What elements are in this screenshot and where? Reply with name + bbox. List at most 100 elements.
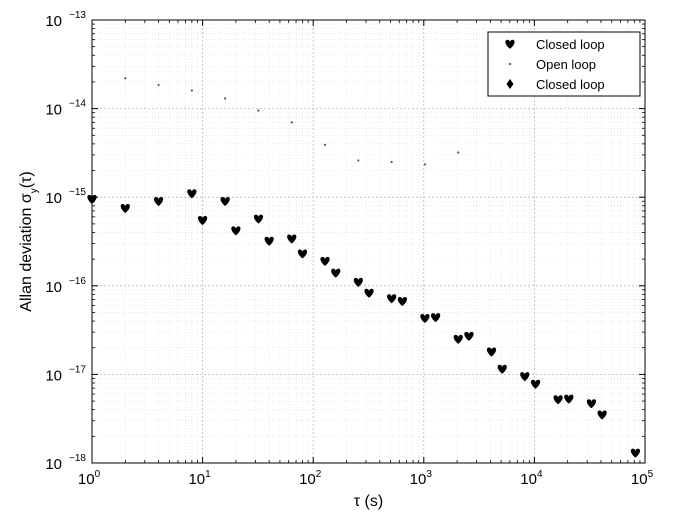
open-loop-point (323, 143, 327, 146)
series-2 (124, 77, 460, 166)
open-loop-point (257, 109, 260, 112)
data-series (87, 77, 641, 458)
x-tick-labels: 100 101 102 103 104 105 (78, 469, 654, 488)
open-loop-point (357, 159, 360, 162)
legend-label: Closed loop (536, 77, 605, 92)
y-axis-title-tail: (τ) (18, 171, 35, 188)
x-tick-label-base: 10 (410, 471, 427, 488)
closed-loop-point (387, 294, 397, 304)
open-loop-point (224, 97, 227, 100)
closed-loop-point (564, 394, 574, 404)
x-tick-label-base: 10 (188, 471, 205, 488)
x-tick-label: 104 (520, 469, 543, 488)
closed-loop-point (530, 379, 541, 389)
closed-loop-point (486, 347, 497, 357)
open-loop-point (457, 151, 460, 154)
closed-loop-point (464, 331, 474, 341)
y-tick-label-exponent: −17 (69, 364, 86, 375)
closed-loop-point (431, 313, 441, 323)
x-tick-label: 102 (299, 469, 322, 488)
x-tick-label-exponent: 1 (205, 469, 211, 480)
open-loop-point (390, 160, 393, 164)
x-axis-title: τ (s) (354, 493, 383, 510)
legend-entry: Open loop (508, 57, 596, 72)
legend-label: Open loop (536, 57, 596, 72)
y-tick-label-base: 10 (45, 456, 62, 473)
x-tick-label-base: 10 (299, 471, 316, 488)
y-axis-title-main: Allan deviation σ (18, 193, 35, 312)
x-tick-label: 101 (188, 469, 211, 488)
closed-loop-point (397, 296, 407, 306)
y-tick-label: 10 −16 (45, 276, 86, 296)
y-tick-label: 10 −18 (45, 453, 86, 473)
closed-loop-point (187, 189, 197, 199)
closed-loop-point (553, 395, 563, 405)
y-tick-label-exponent: −18 (69, 453, 86, 464)
y-tick-label-exponent: −16 (69, 276, 86, 287)
closed-loop-point (153, 197, 164, 207)
y-axis-title-subscript: y (29, 188, 40, 193)
x-tick-label: 103 (410, 469, 433, 488)
closed-loop-point (220, 197, 230, 207)
closed-loop-point (353, 277, 363, 287)
series-1 (87, 189, 641, 458)
open-loop-point (423, 163, 427, 166)
closed-loop-point (420, 314, 430, 324)
closed-loop-point (287, 234, 297, 244)
closed-loop-point (497, 364, 507, 374)
legend-diamond-marker (506, 79, 514, 89)
legend-entry: Closed loop (505, 37, 605, 52)
x-tick-label-base: 10 (631, 471, 648, 488)
y-tick-label: 10 −15 (45, 187, 86, 207)
y-tick-label-base: 10 (45, 190, 62, 207)
y-tick-label-base: 10 (45, 102, 62, 119)
x-tick-label: 100 (78, 469, 101, 488)
legend-label: Closed loop (536, 37, 605, 52)
y-tick-labels: 10 −18 10 −17 10 −16 10 −15 10 −14 10 −13 (45, 10, 86, 473)
x-tick-label-exponent: 5 (648, 469, 654, 480)
closed-loop-point (87, 194, 97, 204)
y-tick-label: 10 −13 (45, 10, 86, 30)
closed-loop-point (364, 288, 374, 298)
open-loop-point (290, 121, 293, 124)
closed-loop-point (586, 399, 597, 409)
x-tick-label: 105 (631, 469, 654, 488)
x-tick-label-base: 10 (520, 471, 537, 488)
axis-ticks (91, 19, 646, 464)
open-loop-point (124, 77, 127, 80)
closed-loop-point (597, 410, 607, 420)
x-tick-label-exponent: 2 (316, 469, 322, 480)
y-tick-label: 10 −17 (45, 364, 86, 384)
closed-loop-point (264, 236, 274, 246)
closed-loop-point (231, 226, 241, 236)
legend-heart-marker (505, 39, 515, 49)
y-tick-label-exponent: −15 (69, 187, 86, 198)
x-tick-label-exponent: 4 (537, 469, 543, 480)
y-tick-label: 10 −14 (45, 99, 86, 119)
y-tick-label-base: 10 (45, 367, 62, 384)
legend-dot-marker (508, 62, 512, 66)
x-tick-label-base: 10 (78, 471, 95, 488)
y-tick-label-base: 10 (45, 13, 62, 30)
y-tick-label-exponent: −14 (69, 99, 86, 110)
y-tick-label-base: 10 (45, 279, 62, 296)
y-axis-title: Allan deviation σy(τ) (18, 171, 40, 311)
y-tick-label-exponent: −13 (69, 10, 86, 21)
closed-loop-point (120, 204, 130, 214)
x-tick-label-exponent: 0 (95, 469, 101, 480)
closed-loop-point (331, 268, 341, 278)
closed-loop-point (453, 334, 463, 344)
closed-loop-point (253, 214, 264, 224)
x-tick-label-exponent: 3 (426, 469, 432, 480)
closed-loop-point (320, 256, 330, 266)
closed-loop-point (520, 372, 530, 382)
open-loop-point (157, 83, 160, 87)
open-loop-point (190, 89, 193, 92)
closed-loop-point (630, 448, 641, 458)
legend-entry: Closed loop (506, 77, 605, 92)
plot-frame (91, 19, 646, 464)
legend: Closed loop Open loop Closed loop (487, 31, 641, 97)
closed-loop-point (297, 249, 308, 259)
closed-loop-point (197, 215, 208, 225)
